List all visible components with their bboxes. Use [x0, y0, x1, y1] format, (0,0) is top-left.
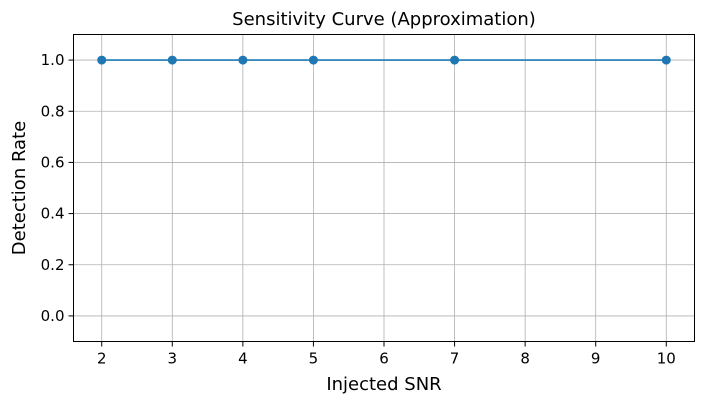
- data-point: [308, 55, 318, 65]
- grid: [73, 34, 695, 342]
- x-tick-label: 3: [168, 350, 178, 368]
- y-tick-label: 0.4: [41, 205, 65, 223]
- y-tick-label: 1.0: [41, 51, 65, 69]
- x-tick-label: 2: [97, 350, 107, 368]
- data-point: [97, 55, 107, 65]
- y-tick-label: 0.2: [41, 256, 65, 274]
- x-tick-label: 9: [591, 350, 601, 368]
- series-group: [97, 55, 671, 65]
- y-tick-label: 0.6: [41, 153, 65, 171]
- x-tick-label: 6: [379, 350, 389, 368]
- data-point: [450, 55, 460, 65]
- x-tick-label: 8: [520, 350, 530, 368]
- y-tick-label: 0.0: [41, 307, 65, 325]
- x-tick-label: 10: [657, 350, 676, 368]
- x-tick-label: 4: [238, 350, 248, 368]
- y-axis-label: Detection Rate: [9, 121, 30, 255]
- axis-ticks: 2 3 4 5 6 7 8 9 10 0.0 0.2 0.4 0.6 0.8 1.0: [41, 51, 676, 367]
- data-point: [661, 55, 671, 65]
- y-tick-label: 0.8: [41, 102, 65, 120]
- x-tick-label: 5: [309, 350, 319, 368]
- data-point: [238, 55, 248, 65]
- x-tick-label: 7: [450, 350, 460, 368]
- data-point: [167, 55, 177, 65]
- chart-title: Sensitivity Curve (Approximation): [232, 9, 536, 30]
- plot-frame: [73, 34, 695, 342]
- x-axis-label: Injected SNR: [326, 374, 441, 395]
